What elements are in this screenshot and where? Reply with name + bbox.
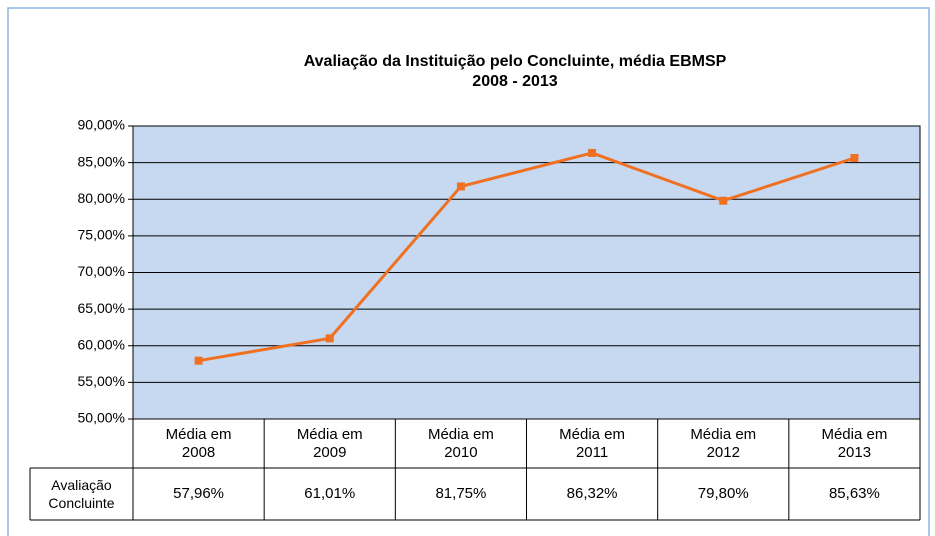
chart-title: Avaliação da Instituição pelo Concluinte… [304, 53, 727, 70]
series-name: Avaliação Concluinte [48, 477, 115, 511]
category-label: Média em 2013 [821, 426, 888, 461]
chart-subtitle: 2008 - 2013 [472, 73, 558, 90]
category-label: Média em 2012 [690, 426, 757, 461]
data-point [194, 356, 203, 365]
value-label: 79,80% [697, 485, 749, 502]
y-tick-label: 65,00% [78, 300, 125, 316]
y-tick-label: 60,00% [78, 336, 125, 352]
y-tick-label: 90,00% [78, 117, 125, 133]
value-label: 85,63% [828, 485, 880, 502]
data-point [588, 148, 597, 157]
y-tick-label: 80,00% [78, 190, 125, 206]
category-label: Média em 2011 [559, 426, 625, 461]
y-tick-label: 55,00% [78, 373, 125, 389]
category-label: Média em 2008 [165, 426, 232, 461]
y-tick-label: 70,00% [78, 263, 125, 279]
value-label: 86,32% [566, 485, 618, 502]
value-label: 57,96% [173, 485, 225, 502]
category-label: Média em 2010 [427, 426, 494, 461]
series-line [198, 151, 855, 363]
category-label: Média em 2009 [296, 426, 363, 461]
y-tick-label: 85,00% [78, 153, 125, 169]
y-tick-label: 50,00% [78, 410, 125, 426]
value-label: 61,01% [304, 485, 356, 502]
data-point [325, 334, 334, 343]
data-point [456, 182, 465, 191]
value-label: 81,75% [435, 485, 487, 502]
data-point [719, 196, 728, 205]
chart-border [7, 7, 930, 536]
y-tick-label: 75,00% [78, 227, 125, 243]
data-point [850, 154, 859, 163]
